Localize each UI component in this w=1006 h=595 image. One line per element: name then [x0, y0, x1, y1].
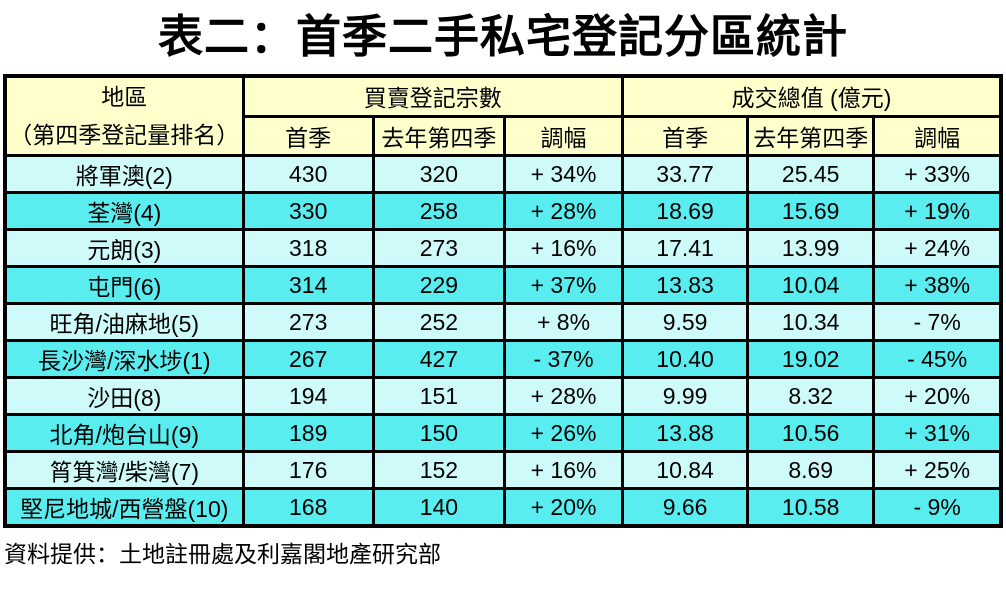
- value-cell: 8.69: [746, 450, 876, 490]
- value-cell: 17.41: [621, 228, 750, 268]
- district-cell: 旺角/油麻地(5): [3, 302, 245, 342]
- district-cell: 屯門(6): [3, 265, 245, 305]
- header-sub-row: 首季 去年第四季 調幅 首季 去年第四季 調幅: [5, 114, 1003, 158]
- value-cell: 427: [371, 339, 507, 379]
- district-cell: 荃灣(4): [3, 191, 245, 231]
- value-cell: + 8%: [503, 302, 625, 342]
- value-cell: 10.58: [746, 487, 876, 528]
- table-row: 堅尼地城/西營盤(10) 168 140 + 20% 9.66 10.58- 9%: [3, 487, 1003, 528]
- value-cell: 140: [371, 487, 507, 528]
- district-cell: 筲箕灣/柴灣(7): [3, 450, 245, 490]
- district-cell: 沙田(8): [3, 376, 245, 416]
- value-cell: 252: [371, 302, 507, 342]
- value-cell: 430: [241, 154, 375, 194]
- value-cell: + 28%: [503, 376, 625, 416]
- value-cell: + 26%: [503, 413, 625, 453]
- page-title: 表二：首季二手私宅登記分區統計: [157, 11, 848, 62]
- value-cell: 8.32: [746, 376, 876, 416]
- district-cell: 北角/炮台山(9): [3, 413, 245, 453]
- value-cell: 13.88: [621, 413, 750, 453]
- value-cell: 13.83: [621, 265, 750, 305]
- table-row: 荃灣(4) 330 258 + 28% 18.69 15.69 + 19%: [3, 191, 1003, 231]
- value-cell: 10.40: [621, 339, 750, 379]
- value-cell: + 20%: [872, 376, 1003, 416]
- value-cell: 273: [371, 228, 507, 268]
- value-cell: 25.45: [746, 154, 876, 194]
- value-cell: 194: [241, 376, 375, 416]
- value-cell: 267: [241, 339, 375, 379]
- header-val-q4: 去年第四季: [746, 114, 876, 158]
- value-cell: 10.04: [746, 265, 876, 305]
- table-row: 長沙灣/深水埗(1) 267 427- 37% 10.40 19.02- 45%: [3, 339, 1003, 379]
- value-cell: 229: [371, 265, 507, 305]
- header-val-change: 調幅: [872, 114, 1003, 158]
- value-cell: 320: [371, 154, 507, 194]
- value-cell: 151: [371, 376, 507, 416]
- value-cell: 150: [371, 413, 507, 453]
- value-cell: 10.34: [746, 302, 876, 342]
- table-row: 將軍澳(2) 430 320 + 34% 33.77 25.45 + 33%: [3, 154, 1003, 194]
- value-cell: 176: [241, 450, 375, 490]
- value-cell: + 31%: [872, 413, 1003, 453]
- table-header: 地區 （第四季登記量排名） 買賣登記宗數 成交總值 (億元) 首季 去年第四季 …: [3, 74, 1003, 158]
- header-reg-q4: 去年第四季: [371, 114, 507, 158]
- value-cell: + 33%: [872, 154, 1003, 194]
- value-cell: - 9%: [872, 487, 1003, 528]
- header-district: 地區 （第四季登記量排名）: [3, 74, 245, 157]
- table-row: 旺角/油麻地(5) 273 252 + 8% 9.59 10.34- 7%: [3, 302, 1003, 342]
- value-cell: + 25%: [872, 450, 1003, 490]
- district-cell: 元朗(3): [3, 228, 245, 268]
- value-cell: 33.77: [621, 154, 750, 194]
- value-cell: + 19%: [872, 191, 1003, 231]
- district-cell: 長沙灣/深水埗(1): [3, 339, 245, 379]
- value-cell: + 24%: [872, 228, 1003, 268]
- value-cell: 9.59: [621, 302, 750, 342]
- value-cell: 258: [371, 191, 507, 231]
- value-cell: 168: [241, 487, 375, 528]
- table-row: 沙田(8) 194 151 + 28% 9.99 8.32 + 20%: [3, 376, 1003, 416]
- value-cell: 330: [241, 191, 375, 231]
- source-note: 資料提供：土地註冊處及利嘉閣地產研究部: [4, 541, 441, 567]
- value-cell: - 7%: [872, 302, 1003, 342]
- value-cell: 19.02: [746, 339, 876, 379]
- value-cell: 9.66: [621, 487, 750, 528]
- table-row: 北角/炮台山(9) 189 150 + 26% 13.88 10.56 + 31%: [3, 413, 1003, 453]
- header-reg-change: 調幅: [503, 114, 625, 158]
- district-cell: 將軍澳(2): [3, 154, 245, 194]
- district-cell: 堅尼地城/西營盤(10): [3, 487, 245, 528]
- value-cell: + 34%: [503, 154, 625, 194]
- value-cell: 318: [241, 228, 375, 268]
- value-cell: 10.84: [621, 450, 750, 490]
- value-cell: 15.69: [746, 191, 876, 231]
- value-cell: 10.56: [746, 413, 876, 453]
- value-cell: + 16%: [503, 450, 625, 490]
- table-row: 元朗(3) 318 273 + 16% 17.41 13.99 + 24%: [3, 228, 1003, 268]
- header-val-q1: 首季: [621, 114, 750, 158]
- value-cell: 273: [241, 302, 375, 342]
- value-cell: 314: [241, 265, 375, 305]
- value-cell: - 45%: [872, 339, 1003, 379]
- value-cell: - 37%: [503, 339, 625, 379]
- table-row: 筲箕灣/柴灣(7) 176 152 + 16% 10.84 8.69 + 25%: [3, 450, 1003, 490]
- value-cell: + 37%: [503, 265, 625, 305]
- header-district-subtitle: （第四季登記量排名）: [9, 122, 240, 148]
- value-cell: + 38%: [872, 265, 1003, 305]
- value-cell: 13.99: [746, 228, 876, 268]
- value-cell: 18.69: [621, 191, 750, 231]
- value-cell: 152: [371, 450, 507, 490]
- value-cell: 189: [241, 413, 375, 453]
- value-cell: 9.99: [621, 376, 750, 416]
- stats-table: 地區 （第四季登記量排名） 買賣登記宗數 成交總值 (億元) 首季 去年第四季 …: [3, 74, 1003, 528]
- header-reg-q1: 首季: [241, 114, 375, 158]
- header-group-registrations: 買賣登記宗數: [241, 74, 625, 118]
- value-cell: + 16%: [503, 228, 625, 268]
- header-group-row: 地區 （第四季登記量排名） 買賣登記宗數 成交總值 (億元): [3, 74, 1003, 157]
- table-body: 將軍澳(2) 430 320 + 34% 33.77 25.45 + 33% 荃灣(4) 330…: [3, 154, 1003, 528]
- value-cell: + 28%: [503, 191, 625, 231]
- value-cell: + 20%: [503, 487, 625, 528]
- header-group-value: 成交總值 (億元): [621, 74, 1003, 118]
- table-row: 屯門(6) 314 229 + 37% 13.83 10.04 + 38%: [3, 265, 1003, 305]
- header-district-title: 地區: [101, 84, 148, 110]
